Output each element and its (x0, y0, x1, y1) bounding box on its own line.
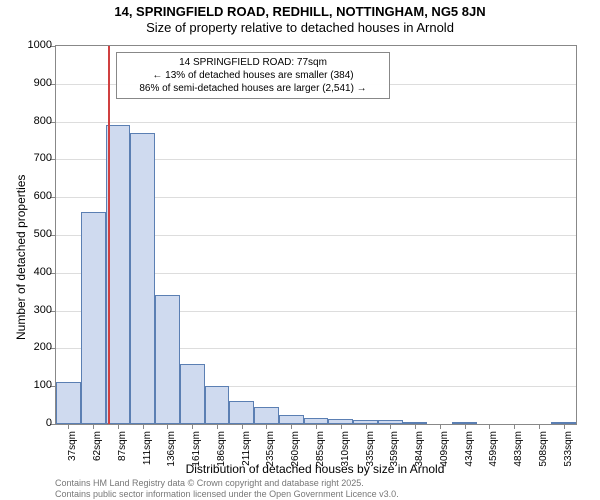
x-tick-label: 285sqm (315, 431, 326, 471)
attribution-line-2: Contains public sector information licen… (55, 489, 399, 499)
x-tick-label: 434sqm (464, 431, 475, 471)
x-tick-mark (266, 424, 267, 429)
x-tick-mark (440, 424, 441, 429)
histogram-bar (205, 386, 230, 424)
x-tick-mark (514, 424, 515, 429)
histogram-bar (279, 415, 304, 424)
x-tick-mark (291, 424, 292, 429)
x-tick-mark (316, 424, 317, 429)
x-tick-label: 235sqm (265, 431, 276, 471)
y-tick-label: 400 (12, 266, 52, 278)
x-tick-mark (143, 424, 144, 429)
chart-title-main: 14, SPRINGFIELD ROAD, REDHILL, NOTTINGHA… (0, 4, 600, 19)
y-tick-label: 0 (12, 417, 52, 429)
histogram-bar (56, 382, 81, 424)
y-tick-label: 300 (12, 304, 52, 316)
x-tick-mark (489, 424, 490, 429)
x-tick-mark (390, 424, 391, 429)
x-tick-label: 384sqm (414, 431, 425, 471)
histogram-bar (254, 407, 279, 424)
y-tick-label: 200 (12, 341, 52, 353)
x-tick-label: 136sqm (166, 431, 177, 471)
histogram-bar (81, 212, 106, 424)
x-tick-label: 186sqm (216, 431, 227, 471)
x-tick-label: 483sqm (513, 431, 524, 471)
x-tick-mark (366, 424, 367, 429)
gridline (56, 122, 576, 123)
property-marker-line (108, 46, 110, 424)
x-tick-mark (167, 424, 168, 429)
y-tick-label: 100 (12, 379, 52, 391)
x-tick-mark (217, 424, 218, 429)
x-tick-label: 335sqm (365, 431, 376, 471)
y-tick-label: 1000 (12, 39, 52, 51)
attribution-line-1: Contains HM Land Registry data © Crown c… (55, 478, 364, 488)
x-tick-label: 409sqm (439, 431, 450, 471)
x-tick-mark (564, 424, 565, 429)
y-tick-label: 700 (12, 152, 52, 164)
x-tick-label: 260sqm (290, 431, 301, 471)
x-tick-mark (341, 424, 342, 429)
y-tick-label: 600 (12, 190, 52, 202)
callout-line: ← 13% of detached houses are smaller (38… (123, 69, 383, 82)
x-tick-label: 161sqm (191, 431, 202, 471)
x-tick-mark (539, 424, 540, 429)
x-tick-mark (242, 424, 243, 429)
callout-line: 86% of semi-detached houses are larger (… (123, 82, 383, 95)
x-tick-label: 508sqm (538, 431, 549, 471)
x-tick-label: 211sqm (241, 431, 252, 471)
x-tick-label: 459sqm (488, 431, 499, 471)
x-tick-label: 533sqm (563, 431, 574, 471)
x-tick-mark (93, 424, 94, 429)
histogram-bar (155, 295, 180, 424)
y-tick-label: 900 (12, 77, 52, 89)
x-tick-label: 87sqm (117, 431, 128, 471)
histogram-bar (130, 133, 155, 424)
chart-title-sub: Size of property relative to detached ho… (0, 20, 600, 35)
x-tick-label: 310sqm (340, 431, 351, 471)
x-tick-mark (465, 424, 466, 429)
x-tick-mark (118, 424, 119, 429)
plot-area: 14 SPRINGFIELD ROAD: 77sqm← 13% of detac… (55, 45, 577, 425)
x-tick-mark (192, 424, 193, 429)
x-tick-mark (415, 424, 416, 429)
x-tick-label: 62sqm (92, 431, 103, 471)
callout-line: 14 SPRINGFIELD ROAD: 77sqm (123, 56, 383, 69)
callout-box: 14 SPRINGFIELD ROAD: 77sqm← 13% of detac… (116, 52, 390, 99)
x-tick-label: 111sqm (142, 431, 153, 471)
x-tick-label: 359sqm (389, 431, 400, 471)
y-tick-label: 500 (12, 228, 52, 240)
x-tick-mark (68, 424, 69, 429)
histogram-bar (229, 401, 254, 424)
x-tick-label: 37sqm (67, 431, 78, 471)
histogram-bar (180, 364, 205, 424)
y-tick-label: 800 (12, 115, 52, 127)
